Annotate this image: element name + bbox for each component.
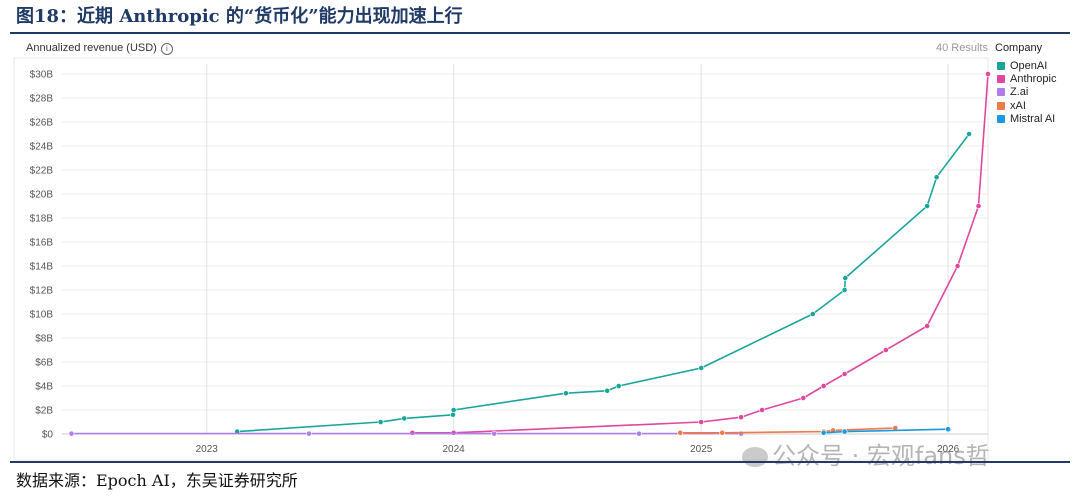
results-count: 40 Results	[936, 42, 988, 54]
data-point-anthropic	[820, 383, 827, 389]
y-tick-label: $10B	[30, 310, 54, 321]
data-point-openai	[924, 203, 931, 209]
y-axis-title: Annualized revenue (USD) i	[26, 42, 173, 55]
legend-label: Mistral AI	[1010, 112, 1056, 125]
y-tick-label: $26B	[30, 118, 54, 129]
y-tick-label: $16B	[30, 238, 54, 249]
data-point-mistral-ai	[841, 428, 848, 435]
data-point-openai	[841, 287, 848, 293]
data-point-anthropic	[759, 407, 765, 413]
data-point-z-ai	[491, 430, 498, 437]
data-point-anthropic	[450, 429, 457, 436]
x-tick-label: 2024	[443, 444, 466, 455]
legend-swatch	[997, 101, 1005, 110]
data-point-openai	[401, 415, 408, 422]
watermark-text: 公众号 · 宏观fans哲	[772, 442, 990, 470]
y-tick-label: $30B	[30, 70, 54, 81]
data-point-z-ai	[636, 430, 642, 437]
legend-item[interactable]: Mistral AI	[997, 112, 1056, 125]
data-point-anthropic	[924, 323, 931, 329]
y-tick-label: $24B	[30, 142, 54, 153]
legend-item[interactable]: OpenAI	[997, 59, 1056, 72]
legend-label: Z.ai	[1010, 86, 1029, 99]
data-point-xai	[719, 429, 726, 436]
data-point-mistral-ai	[945, 426, 951, 433]
data-point-anthropic	[409, 429, 416, 436]
figure-title: 图18：近期 Anthropic 的“货币化”能力出现加速上行	[16, 6, 463, 27]
data-point-anthropic	[985, 71, 991, 77]
data-point-anthropic	[882, 347, 889, 353]
legend-item[interactable]: Anthropic	[997, 72, 1056, 85]
data-point-openai	[966, 131, 972, 137]
x-tick-label: 2023	[196, 444, 219, 455]
y-tick-label: $14B	[30, 262, 54, 273]
x-tick-label: 2026	[937, 444, 960, 455]
y-tick-label: $4B	[35, 382, 53, 393]
data-point-anthropic	[800, 395, 807, 401]
data-point-z-ai	[305, 430, 312, 437]
legend-swatch	[997, 61, 1005, 70]
data-point-xai	[677, 429, 684, 436]
legend-label: OpenAI	[1010, 59, 1048, 72]
wechat-logo-icon	[742, 447, 768, 467]
legend-label: Anthropic	[1010, 72, 1057, 85]
info-icon[interactable]: i	[160, 43, 173, 55]
data-point-openai	[563, 390, 569, 397]
y-tick-label: $20B	[30, 190, 54, 201]
data-point-openai	[450, 411, 456, 418]
legend-item[interactable]: xAI	[997, 99, 1056, 112]
data-point-openai	[615, 383, 622, 389]
y-tick-label: $6B	[35, 358, 53, 369]
data-point-z-ai	[68, 430, 75, 437]
data-point-openai	[377, 419, 384, 425]
y-axis-title-text: Annualized revenue (USD)	[26, 42, 157, 54]
data-point-anthropic	[954, 263, 961, 269]
y-tick-label: $28B	[30, 94, 54, 105]
y-tick-label: $2B	[35, 406, 53, 417]
plot-frame	[13, 57, 989, 461]
data-point-anthropic	[698, 419, 705, 425]
legend: OpenAI Anthropic Z.ai xAI Mistral AI	[997, 59, 1056, 125]
bottom-rule	[10, 461, 1070, 463]
y-tick-label: $12B	[30, 286, 54, 297]
y-tick-label: $22B	[30, 166, 54, 177]
x-tick-label: 2025	[690, 444, 713, 455]
data-point-openai	[809, 311, 816, 317]
y-tick-label: $0	[42, 430, 54, 441]
source-note: 数据来源：Epoch AI，东吴证券研究所	[16, 471, 298, 490]
data-point-anthropic	[975, 203, 982, 209]
legend-title: Company	[995, 42, 1043, 54]
data-point-openai	[450, 407, 457, 413]
data-point-openai	[842, 275, 849, 281]
data-point-anthropic	[738, 414, 745, 421]
legend-item[interactable]: Z.ai	[997, 86, 1056, 99]
data-point-openai	[604, 387, 611, 394]
legend-swatch	[997, 114, 1005, 123]
watermark: 公众号 · 宏观fans哲	[742, 436, 990, 471]
data-point-openai	[933, 174, 940, 181]
series-line-anthropic	[412, 73, 989, 434]
series-line-openai	[237, 133, 970, 433]
legend-swatch	[997, 88, 1005, 97]
y-tick-label: $8B	[35, 334, 53, 345]
y-tick-label: $18B	[30, 214, 54, 225]
top-rule	[10, 32, 1070, 34]
data-point-mistral-ai	[820, 429, 827, 436]
legend-swatch	[997, 74, 1005, 83]
data-point-anthropic	[841, 371, 848, 377]
legend-label: xAI	[1010, 99, 1026, 112]
data-point-openai	[698, 365, 705, 371]
